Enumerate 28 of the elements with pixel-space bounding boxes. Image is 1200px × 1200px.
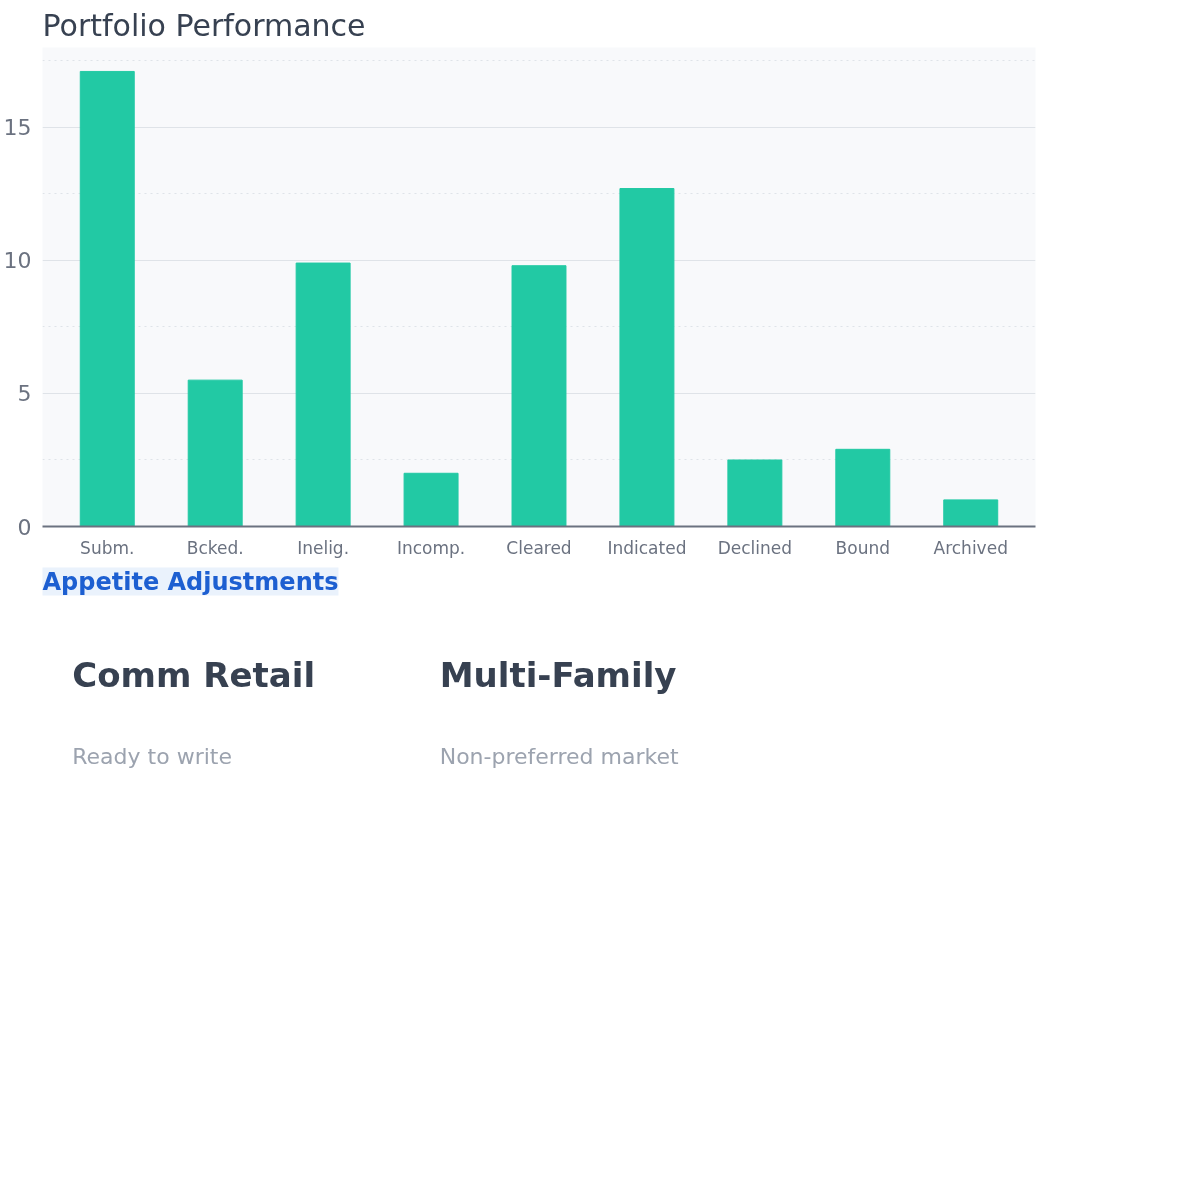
bar (511, 265, 567, 527)
x-tick-label: Declined (717, 537, 793, 558)
x-tick-label: Archived (933, 537, 1008, 558)
bar (295, 262, 351, 527)
x-tick-label: Bcked. (186, 537, 244, 558)
bar (79, 70, 135, 527)
text: Appetite Adjustments (42, 567, 339, 596)
bar (187, 379, 243, 527)
y-tick-label: 10 (3, 248, 32, 274)
bar (727, 459, 783, 527)
x-tick-label: Inelig. (297, 537, 350, 558)
x-tick-label: Indicated (607, 537, 687, 558)
x-tick-label: Cleared (506, 537, 572, 558)
y-tick-label: 0 (17, 514, 32, 540)
x-tick-label: Bound (835, 537, 891, 558)
text: Multi-Family (439, 654, 677, 695)
bar (835, 448, 891, 527)
text: Ready to write (72, 744, 232, 769)
text: Comm Retail (72, 654, 316, 695)
bar (403, 472, 459, 527)
bar (619, 188, 675, 527)
y-tick-label: 15 (3, 115, 32, 141)
bar (943, 499, 999, 527)
y-tick-label: 5 (17, 381, 32, 407)
text: Non-preferred market (439, 744, 679, 769)
chart-title: Portfolio Performance (42, 7, 366, 43)
x-tick-label: Subm. (80, 537, 135, 558)
x-tick-label: Incomp. (396, 537, 466, 558)
